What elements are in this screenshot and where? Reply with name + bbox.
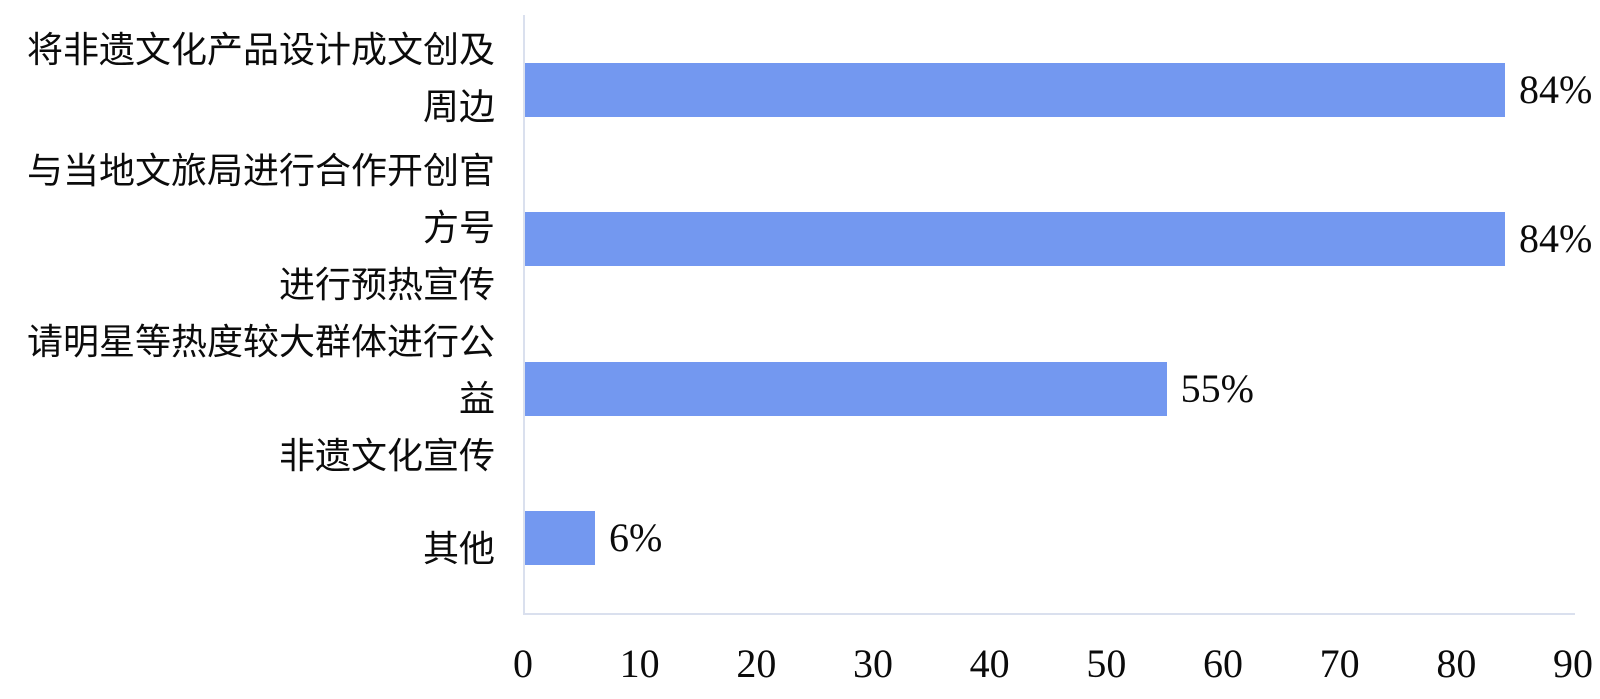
category-label: 将非遗文化产品设计成文创及周边 [26, 30, 495, 127]
value-label: 55% [1180, 365, 1254, 411]
x-axis-tick-label: 70 [1319, 641, 1360, 686]
value-label: 6% [609, 515, 663, 561]
x-axis-tick-label: 90 [1553, 641, 1593, 686]
plot-area: 84% 84% 55% 6% [523, 15, 1592, 615]
x-axis-tick-label: 0 [513, 641, 533, 686]
x-axis-tick-label: 20 [736, 641, 777, 686]
bar [525, 361, 1167, 416]
bar [525, 212, 1505, 267]
bar [525, 511, 595, 566]
x-axis-tick-label: 50 [1086, 641, 1127, 686]
bar-row: 55% [525, 314, 1575, 464]
category-label: 其他 [422, 528, 495, 569]
x-axis-tick-label: 80 [1436, 641, 1477, 686]
x-axis: 0 10 20 30 40 50 60 70 80 90 [513, 641, 1593, 694]
x-axis-tick-label: 40 [969, 641, 1010, 686]
value-label: 84% [1519, 66, 1593, 112]
x-axis-tick-label: 60 [1203, 641, 1243, 686]
bar-row: 84% [525, 165, 1592, 315]
value-label: 84% [1519, 216, 1593, 262]
bar-row: 6% [525, 464, 1575, 614]
bar-row: 84% [525, 15, 1592, 165]
category-label: 与当地文旅局进行合作开创官方号 进行预热宣传 [26, 151, 495, 305]
category-label: 请明星等热度较大群体进行公益 非遗文化宣传 [26, 322, 495, 476]
x-axis-tick-label: 30 [853, 641, 893, 686]
x-axis-tick-label: 10 [619, 641, 660, 686]
bar [525, 62, 1505, 117]
category-labels-column: 将非遗文化产品设计成文创及周边与当地文旅局进行合作开创官方号 进行预热宣传 请明星… [0, 15, 509, 613]
